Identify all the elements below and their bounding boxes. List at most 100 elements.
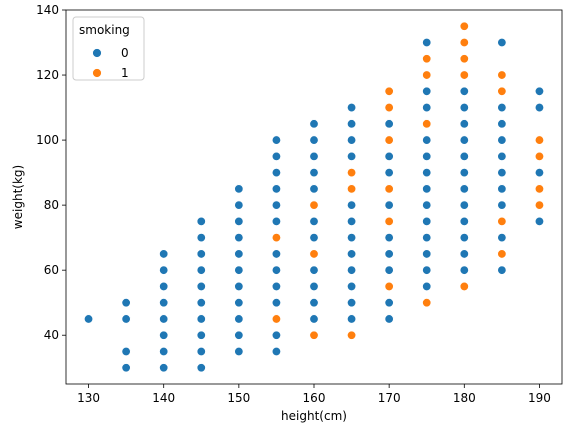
data-point-smoking-1: [422, 298, 432, 308]
data-point-smoking-0: [159, 281, 169, 291]
data-point-smoking-0: [497, 233, 507, 243]
data-point-smoking-1: [384, 184, 394, 194]
data-point-smoking-0: [459, 200, 469, 210]
data-point-smoking-0: [121, 298, 131, 308]
data-point-smoking-0: [196, 314, 206, 324]
data-point-smoking-1: [347, 184, 357, 194]
x-tick-label: 180: [453, 391, 476, 405]
data-point-smoking-0: [384, 265, 394, 275]
data-point-smoking-0: [309, 281, 319, 291]
data-point-smoking-0: [497, 184, 507, 194]
data-point-smoking-0: [347, 298, 357, 308]
data-point-smoking-0: [234, 200, 244, 210]
data-point-smoking-0: [234, 330, 244, 340]
data-point-smoking-0: [309, 119, 319, 129]
data-point-smoking-0: [271, 249, 281, 259]
data-point-smoking-0: [497, 135, 507, 145]
data-point-smoking-0: [309, 233, 319, 243]
data-point-smoking-0: [159, 346, 169, 356]
data-point-smoking-0: [159, 265, 169, 275]
plot-points: [84, 21, 544, 373]
data-point-smoking-0: [271, 265, 281, 275]
data-point-smoking-0: [347, 265, 357, 275]
data-point-smoking-0: [422, 216, 432, 226]
data-point-smoking-0: [234, 249, 244, 259]
data-point-smoking-0: [309, 184, 319, 194]
x-axis-label: height(cm): [281, 409, 347, 423]
data-point-smoking-1: [497, 249, 507, 259]
data-point-smoking-0: [234, 346, 244, 356]
data-point-smoking-0: [121, 363, 131, 373]
data-point-smoking-0: [271, 298, 281, 308]
data-point-smoking-0: [347, 200, 357, 210]
data-point-smoking-0: [534, 216, 544, 226]
data-point-smoking-1: [497, 86, 507, 96]
data-point-smoking-0: [384, 314, 394, 324]
data-point-smoking-1: [347, 168, 357, 178]
x-tick-label: 160: [303, 391, 326, 405]
data-point-smoking-1: [422, 54, 432, 64]
data-point-smoking-0: [347, 103, 357, 113]
data-point-smoking-0: [384, 233, 394, 243]
x-tick-label: 140: [152, 391, 175, 405]
data-point-smoking-0: [271, 200, 281, 210]
data-point-smoking-0: [309, 135, 319, 145]
data-point-smoking-0: [196, 346, 206, 356]
data-point-smoking-0: [384, 298, 394, 308]
data-point-smoking-0: [422, 281, 432, 291]
data-point-smoking-1: [534, 135, 544, 145]
data-point-smoking-1: [497, 70, 507, 80]
data-point-smoking-0: [309, 298, 319, 308]
data-point-smoking-0: [347, 216, 357, 226]
data-point-smoking-0: [234, 298, 244, 308]
data-point-smoking-0: [234, 314, 244, 324]
data-point-smoking-0: [422, 103, 432, 113]
data-point-smoking-0: [459, 135, 469, 145]
data-point-smoking-0: [196, 281, 206, 291]
data-point-smoking-0: [422, 200, 432, 210]
y-tick-label: 80: [44, 198, 59, 212]
y-tick-label: 40: [44, 328, 59, 342]
data-point-smoking-0: [121, 346, 131, 356]
data-point-smoking-0: [234, 265, 244, 275]
data-point-smoking-0: [271, 135, 281, 145]
data-point-smoking-1: [271, 314, 281, 324]
x-tick-label: 150: [227, 391, 250, 405]
data-point-smoking-0: [159, 249, 169, 259]
data-point-smoking-0: [459, 249, 469, 259]
data-point-smoking-1: [534, 151, 544, 161]
y-tick-label: 60: [44, 263, 59, 277]
data-point-smoking-1: [534, 184, 544, 194]
data-point-smoking-0: [459, 151, 469, 161]
legend-box: [72, 16, 145, 81]
data-point-smoking-0: [422, 265, 432, 275]
data-point-smoking-0: [459, 184, 469, 194]
data-point-smoking-0: [459, 216, 469, 226]
data-point-smoking-0: [271, 168, 281, 178]
data-point-smoking-0: [196, 363, 206, 373]
data-point-smoking-0: [347, 314, 357, 324]
data-point-smoking-0: [422, 86, 432, 96]
data-point-smoking-0: [459, 103, 469, 113]
data-point-smoking-0: [497, 38, 507, 48]
data-point-smoking-1: [459, 38, 469, 48]
y-tick-label: 100: [36, 133, 59, 147]
legend: smoking 01: [72, 16, 145, 81]
data-point-smoking-0: [234, 184, 244, 194]
data-point-smoking-1: [309, 330, 319, 340]
data-point-smoking-1: [422, 70, 432, 80]
data-point-smoking-0: [459, 119, 469, 129]
data-point-smoking-1: [384, 281, 394, 291]
legend-title: smoking: [79, 23, 130, 37]
data-point-smoking-1: [384, 86, 394, 96]
data-point-smoking-0: [159, 330, 169, 340]
data-point-smoking-0: [234, 281, 244, 291]
data-point-smoking-0: [384, 168, 394, 178]
data-point-smoking-0: [234, 233, 244, 243]
data-point-smoking-0: [309, 314, 319, 324]
data-point-smoking-1: [309, 200, 319, 210]
data-point-smoking-0: [422, 184, 432, 194]
data-point-smoking-1: [384, 103, 394, 113]
data-point-smoking-0: [422, 168, 432, 178]
data-point-smoking-0: [534, 86, 544, 96]
